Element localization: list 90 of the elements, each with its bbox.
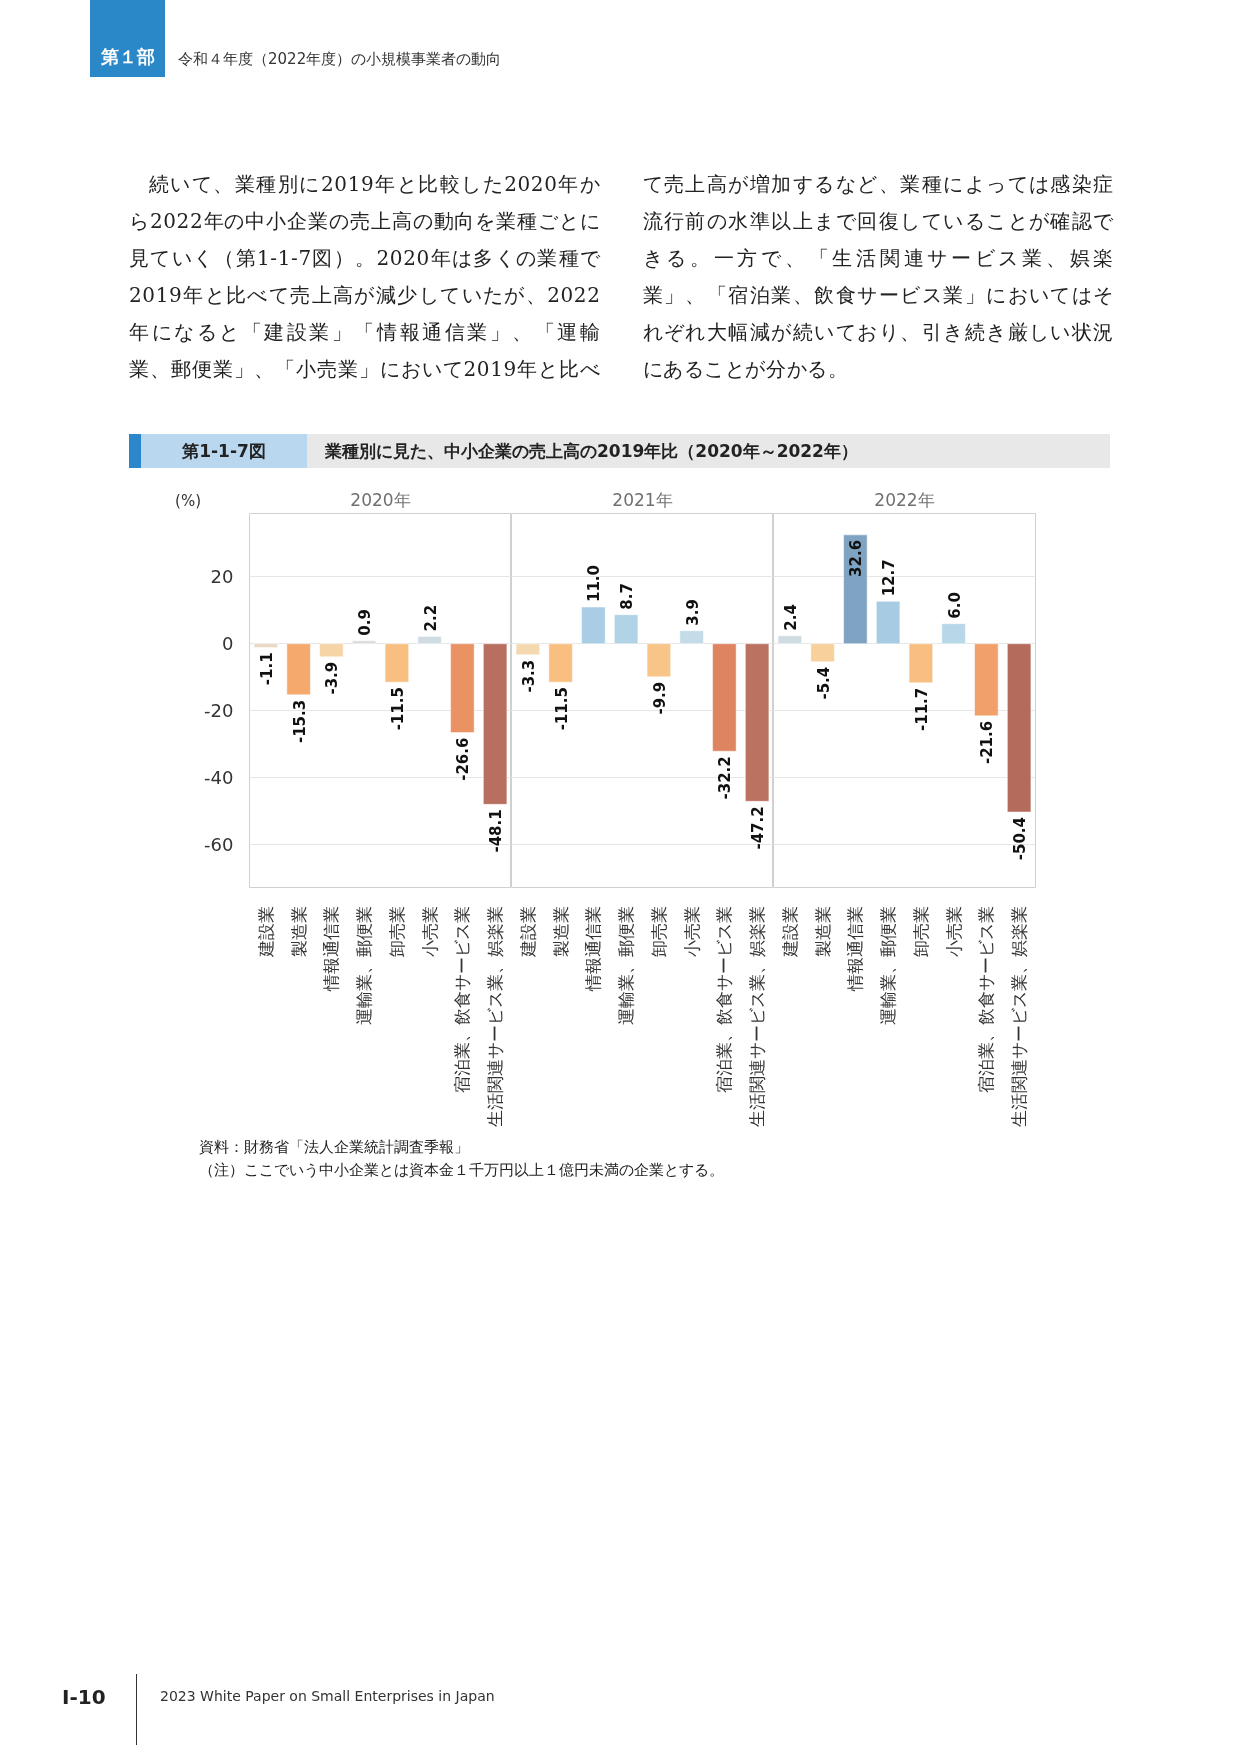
data-label: -11.7 [912,687,931,732]
bar [744,643,770,802]
x-tick-label: 宿泊業、飲食サービス業 [976,905,997,1093]
text: 資料：財務省「法人企業統計調査季報」 [199,1137,469,1158]
data-label: -11.5 [388,687,407,731]
x-tick-label: 宿泊業、飲食サービス業 [452,905,473,1093]
bar [319,643,344,658]
x-tick-label: 小売業 [943,905,964,957]
x-tick-label: 製造業 [288,905,309,957]
text: 第1-1-7図 [129,434,307,468]
data-label: -50.4 [1011,817,1030,861]
x-tick-label: 生活関連サービス業、娯楽業 [485,905,506,1127]
data-label: 8.7 [618,583,637,610]
bar [482,643,508,805]
x-tick-label: 情報通信業 [583,905,604,992]
x-tick-label: 運輸業、郵便業 [616,905,637,1025]
data-label: -26.6 [454,737,473,781]
bar [810,643,835,663]
chart-title: 2022年 [874,489,935,510]
data-label: 3.9 [683,599,702,626]
data-label: 6.0 [945,592,964,619]
bar [417,635,442,645]
bar [613,614,639,645]
bar [384,643,410,683]
x-tick-label: 生活関連サービス業、娯楽業 [747,905,768,1127]
bar [941,623,966,645]
bar [351,640,377,645]
data-label: 2.2 [421,604,440,632]
data-label: -48.1 [487,809,506,853]
text: 第１部 [90,0,165,77]
bar [646,643,672,678]
bar [875,600,901,645]
x-tick-label: 情報通信業 [845,905,866,992]
x-tick-label: 卸売業 [386,905,407,957]
bar [679,630,704,645]
text: 令和４年度（2022年度）の小規模事業者の動向 [178,49,502,70]
data-label: -3.9 [323,661,342,695]
bar [515,643,541,656]
data-label: 2.4 [781,604,800,631]
x-tick-label: 生活関連サービス業、娯楽業 [1009,905,1030,1127]
bar [450,643,475,734]
chart-title: 2021年 [612,489,673,510]
x-tick-label: 製造業 [550,905,571,957]
x-tick-label: 建設業 [779,905,800,958]
text: 業種別に見た、中小企業の売上高の2019年比（2020年～2022年） [307,434,1110,468]
data-label: 32.6 [847,539,866,577]
bar [1006,643,1032,813]
data-label: -15.3 [290,699,309,744]
bar [286,643,311,696]
text: 続いて、業種別に2019年と比較した2020年から2022年の中小企業の売上高の動向を業種ごとに見ていく（第1-1-7図）。2020年は多くの業種で2019年と比べて売上高が減少していたが、2022年になると「建設業」「情報通信業」、「運輸業、郵便業」、「小売業」において2019年と比べて売上高が増加するなど、業種によっては感染症流行前の水準以上まで回復していることが確認できる。一方で、「生活関連サービス業、娯楽業」、「宿泊業、飲食サービス業」においてはそれぞれ大幅減が続いており、引き続き厳しい状況にあることが分かる。 [129,172,1114,381]
data-label: 12.7 [880,559,899,597]
x-tick-label: 運輸業、郵便業 [878,905,899,1025]
bar [974,643,999,717]
y-tick-label: -60 [204,833,234,855]
x-tick-label: 運輸業、郵便業 [354,905,375,1025]
chart-title: 2020年 [350,489,411,510]
data-label: -32.2 [716,756,735,800]
y-tick-label: -40 [204,766,234,788]
y-tick-label: 20 [210,566,234,588]
data-label: -5.4 [814,666,833,700]
data-label: -1.1 [257,652,276,686]
text: （注）ここでいう中小企業とは資本金１千万円以上１億円未満の企業とする。 [199,1160,724,1181]
data-label: -3.3 [519,659,538,693]
x-tick-label: 建設業 [517,905,538,958]
text: 2023 White Paper on Small Enterprises in Japan [160,1687,495,1706]
y-tick-label: 0 [222,633,234,655]
x-tick-label: 製造業 [812,905,833,957]
x-tick-label: 卸売業 [910,905,931,957]
bar [253,643,279,648]
y-axis-title: (%) [175,491,201,512]
x-tick-label: 小売業 [681,905,702,957]
data-label: 11.0 [585,564,604,602]
data-label: -47.2 [749,806,768,850]
y-tick-label: -20 [204,700,234,722]
data-label: -11.5 [552,687,571,731]
x-tick-label: 宿泊業、飲食サービス業 [714,905,735,1093]
bar [908,643,934,684]
data-label: -9.9 [650,681,669,715]
bar [548,643,573,683]
bar [581,606,606,645]
text: Ⅰ-10 [62,1684,106,1711]
x-tick-label: 建設業 [255,905,276,958]
data-label: 0.9 [356,609,375,636]
bar [712,643,737,752]
x-tick-label: 小売業 [419,905,440,957]
x-tick-label: 情報通信業 [321,905,342,992]
data-label: -21.6 [978,720,997,765]
bar [843,534,868,645]
x-tick-label: 卸売業 [648,905,669,957]
bar [777,635,803,645]
